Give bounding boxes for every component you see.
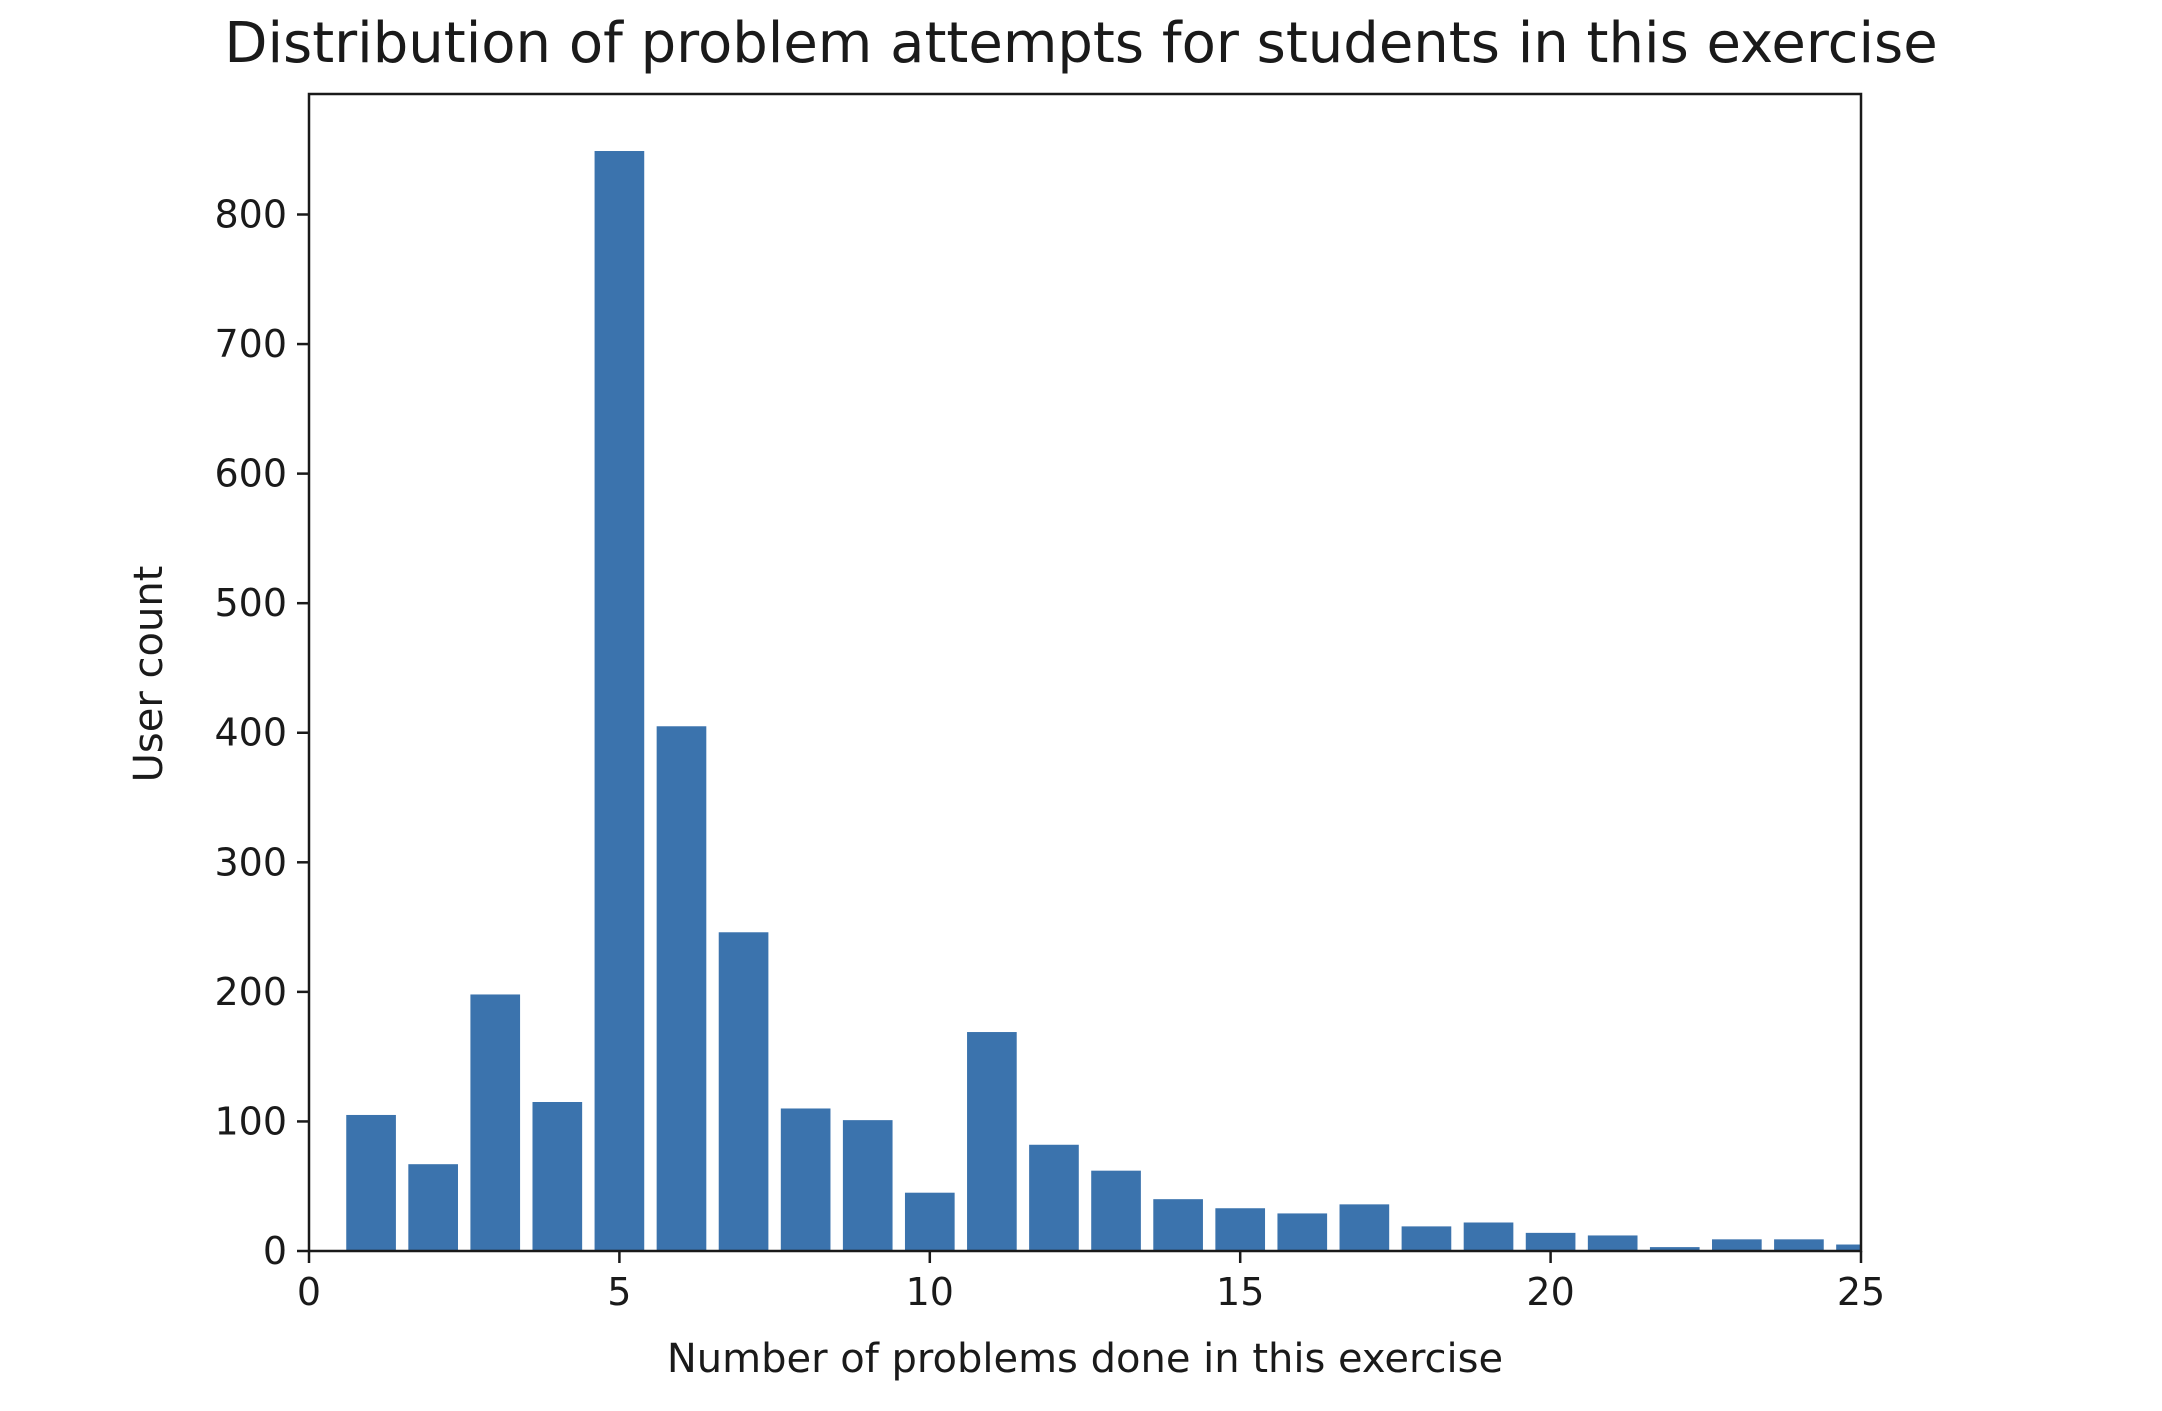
bar [967, 1032, 1017, 1251]
y-tick-label: 100 [214, 1099, 287, 1143]
x-axis: 0 5 10 15 20 25 [297, 1251, 1885, 1314]
x-tick-label: 15 [1216, 1270, 1264, 1314]
y-tick-label: 700 [214, 322, 287, 366]
bar [346, 1114, 396, 1251]
bar [1215, 1208, 1266, 1251]
bar [1401, 1226, 1452, 1251]
y-axis-label: User count [126, 566, 172, 783]
y-tick-label: 400 [214, 711, 287, 755]
y-tick-label: 300 [214, 840, 287, 884]
bar [1836, 1244, 1861, 1251]
bar [594, 151, 645, 1252]
y-tick-label: 500 [214, 581, 287, 625]
bar [1463, 1222, 1514, 1251]
y-tick-label: 600 [214, 452, 287, 496]
bar [842, 1120, 893, 1251]
x-tick-label: 10 [906, 1270, 954, 1314]
bar [1525, 1232, 1576, 1251]
bar [718, 932, 769, 1251]
y-tick-label: 800 [214, 192, 287, 236]
y-tick-label: 200 [214, 970, 287, 1014]
bar [904, 1192, 955, 1251]
bar [780, 1108, 831, 1251]
bar [1091, 1170, 1141, 1251]
plot-frame [307, 92, 1863, 1253]
bars-group [346, 151, 1861, 1252]
y-axis: 0 100 200 300 400 500 600 700 800 [214, 192, 309, 1273]
x-tick-label: 25 [1837, 1270, 1885, 1314]
bar [1712, 1239, 1762, 1251]
bar [1774, 1239, 1824, 1251]
bar [1339, 1204, 1390, 1251]
bar [408, 1164, 458, 1251]
x-tick-label: 20 [1526, 1270, 1574, 1314]
x-tick-label: 5 [607, 1270, 631, 1314]
x-axis-label: Number of problems done in this exercise [667, 1336, 1503, 1382]
chart-title: Distribution of problem attempts for stu… [224, 11, 1937, 76]
bar [532, 1102, 583, 1251]
x-tick-label: 0 [297, 1270, 321, 1314]
bar [1587, 1235, 1638, 1251]
bar [470, 994, 521, 1251]
bar [1153, 1199, 1203, 1251]
bar [1277, 1213, 1328, 1251]
bar [656, 726, 707, 1251]
y-tick-label: 0 [263, 1229, 287, 1273]
bar [1029, 1144, 1079, 1251]
bar [1649, 1247, 1700, 1251]
